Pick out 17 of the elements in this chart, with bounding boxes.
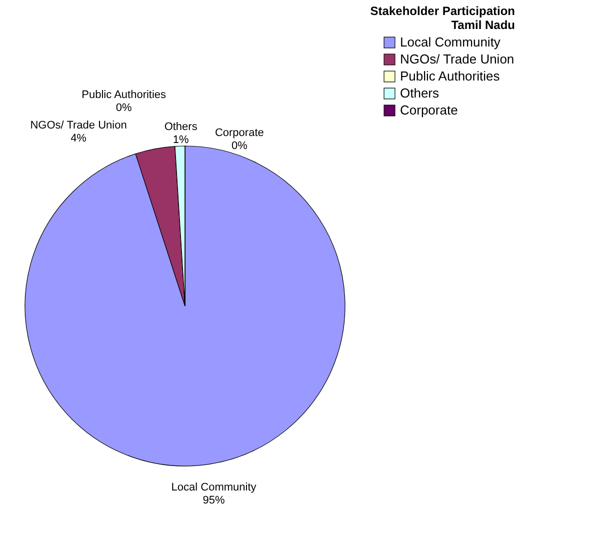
text: 0% (116, 102, 132, 114)
data-label: 4% (70, 132, 87, 144)
category-label: Corporate (214, 127, 264, 140)
legend-label: Local Community (400, 34, 501, 50)
text: 0% (231, 140, 248, 152)
category-label: Public Authorities (82, 89, 166, 102)
text: Stakeholder Participation (370, 4, 515, 18)
legend-label: NGOs/ Trade Union (400, 52, 514, 66)
data-label: 95% (202, 494, 226, 507)
legend-label: Public Authorities (400, 68, 500, 84)
slice-label: Local Community (171, 482, 257, 494)
slice-label: Others (164, 120, 198, 133)
slice-label: NGOs/ Trade Union (30, 119, 127, 132)
legend-label: Corporate (400, 102, 458, 118)
legend-label: Others (400, 86, 440, 100)
text: Tamil Nadu (451, 18, 515, 32)
data-label: 1% (172, 134, 189, 146)
